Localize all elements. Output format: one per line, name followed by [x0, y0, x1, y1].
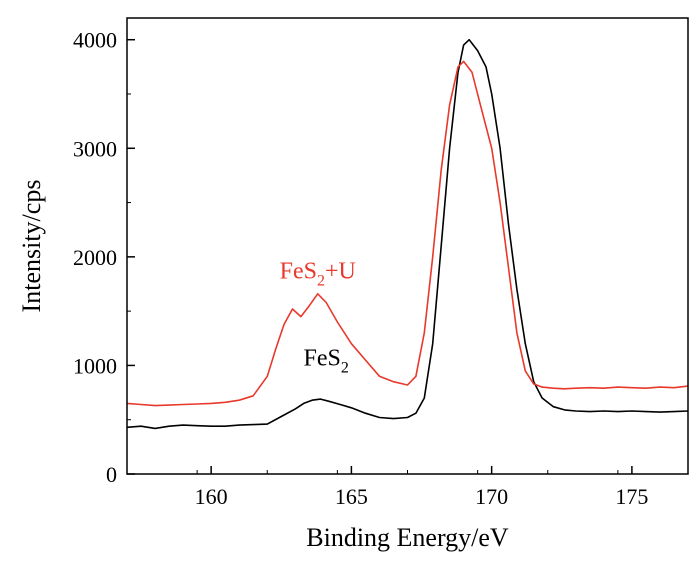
- label-layer: FeS2+U FeS2: [280, 259, 356, 377]
- y-tick-label-0: 0: [106, 462, 117, 487]
- x-tick-label-0: 160: [195, 484, 228, 509]
- y-tick-label-2: 2000: [73, 245, 117, 270]
- series-label-0: FeS2+U: [280, 259, 356, 290]
- x-tick-label-2: 170: [475, 484, 508, 509]
- x-tick-label-1: 165: [335, 484, 368, 509]
- series-line-0: [126, 38, 689, 430]
- axes-layer: 160 165 170 175 0 1000 2000 3000 4000 Binding Ene…: [17, 17, 689, 552]
- y-axis-title: Intensity/cps: [17, 180, 46, 313]
- series-layer: [126, 38, 689, 430]
- x-axis-title: Binding Energy/eV: [306, 523, 509, 552]
- plot-frame: [126, 17, 689, 475]
- y-tick-label-4: 4000: [73, 28, 117, 53]
- series-label-1: FeS2: [303, 345, 348, 376]
- x-tick-label-3: 175: [615, 484, 648, 509]
- series-line-1: [126, 60, 689, 407]
- y-tick-label-3: 3000: [73, 136, 117, 161]
- y-tick-label-1: 1000: [73, 353, 117, 378]
